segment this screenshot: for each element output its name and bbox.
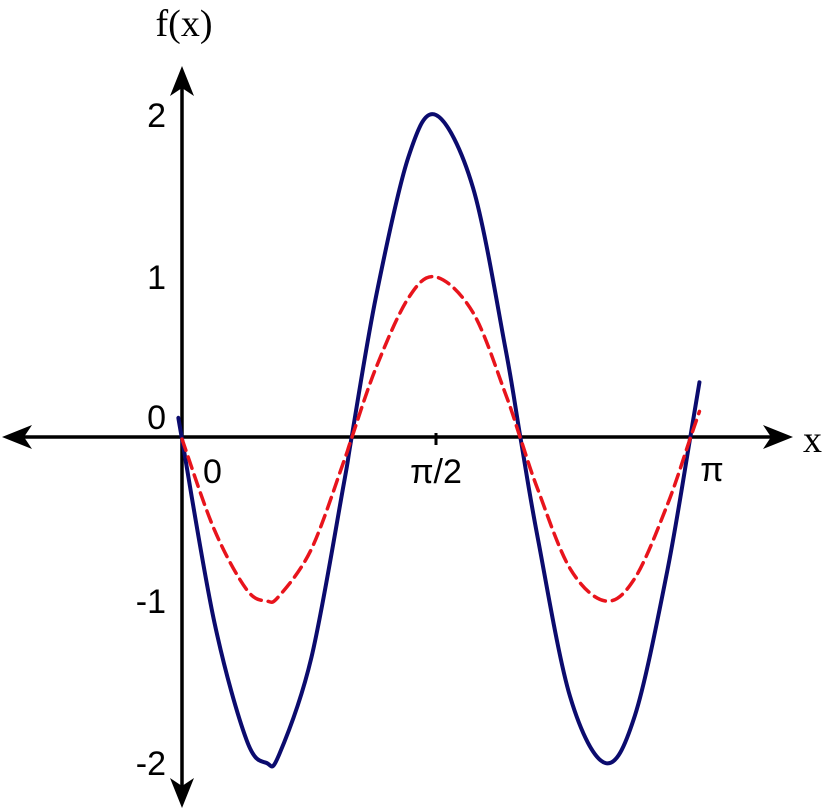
x-tick-label: π/2 xyxy=(410,453,462,491)
x-axis-left-arrow xyxy=(2,425,32,449)
series-layer xyxy=(176,112,702,769)
y-tick-label: -1 xyxy=(136,583,166,621)
x-axis-label: x xyxy=(803,419,822,461)
y-axis-bottom-arrow xyxy=(170,778,194,808)
x-tick-label: π xyxy=(700,451,723,489)
x-axis-right-arrow xyxy=(763,425,793,449)
y-axis-top-arrow xyxy=(170,66,194,96)
y-axis-label: f(x) xyxy=(156,3,213,45)
ticks-layer: 0 π/2 π 2 1 0 -1 -2 xyxy=(136,97,724,783)
x-tick-label: 0 xyxy=(203,453,222,491)
y-tick-label: 1 xyxy=(147,259,166,297)
series-dashed-line xyxy=(180,274,702,604)
y-tick-label: -2 xyxy=(136,745,166,783)
series-solid-line xyxy=(176,112,702,769)
y-tick-label: 2 xyxy=(147,97,166,135)
y-tick-label: 0 xyxy=(147,399,166,437)
